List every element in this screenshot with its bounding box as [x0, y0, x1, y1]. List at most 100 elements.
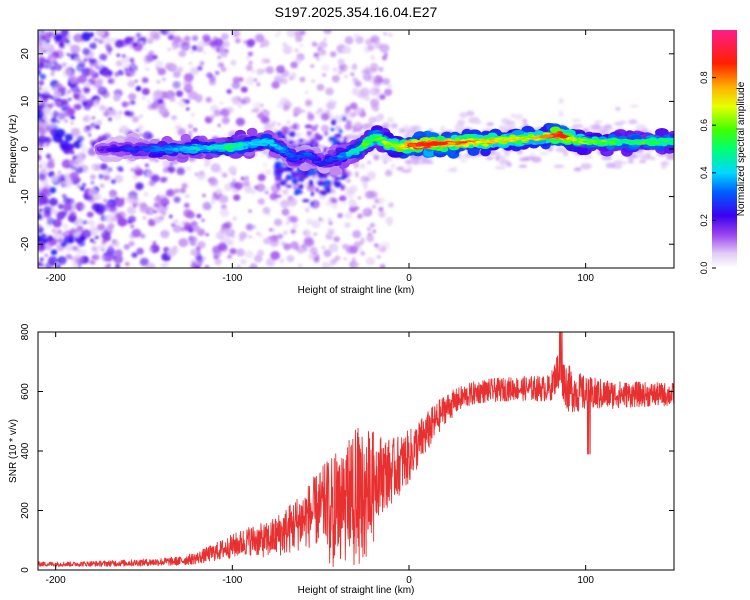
noise-blob [87, 196, 95, 203]
noise-blob [75, 217, 84, 225]
noise-blob [367, 232, 372, 237]
noise-blob [226, 239, 234, 246]
noise-blob [278, 166, 286, 173]
noise-blob [167, 248, 177, 257]
noise-blob [344, 109, 350, 115]
noise-blob [76, 94, 87, 103]
noise-blob [52, 110, 59, 117]
noise-blob [172, 81, 181, 89]
noise-blob [338, 64, 344, 69]
noise-blob [294, 246, 299, 251]
noise-blob [264, 123, 276, 128]
noise-blob [108, 244, 114, 251]
noise-blob [154, 196, 160, 202]
noise-blob [165, 95, 170, 100]
noise-blob [64, 133, 74, 142]
noise-blob [265, 258, 276, 267]
noise-blob [73, 154, 84, 164]
noise-blob [495, 156, 500, 161]
noise-blob [350, 72, 355, 77]
noise-blob [66, 89, 72, 94]
noise-blob [183, 221, 190, 227]
noise-blob [328, 261, 334, 267]
noise-blob [100, 163, 108, 171]
noise-blob [68, 97, 72, 101]
noise-blob [167, 62, 176, 70]
noise-blob [316, 180, 325, 187]
noise-blob [362, 182, 368, 188]
noise-blob [387, 116, 395, 124]
noise-blob [49, 95, 55, 100]
noise-blob [359, 240, 364, 245]
noise-blob [290, 229, 296, 234]
noise-blob [400, 169, 412, 173]
noise-blob [283, 243, 291, 251]
noise-blob [499, 126, 504, 130]
noise-blob [352, 129, 357, 133]
noise-blob [104, 174, 111, 181]
noise-blob [114, 39, 124, 48]
noise-blob [372, 229, 377, 234]
noise-blob [79, 142, 85, 147]
noise-blob [69, 159, 75, 165]
noise-blob [328, 229, 334, 235]
noise-blob [131, 252, 138, 258]
noise-blob [376, 254, 381, 259]
noise-blob [302, 247, 308, 253]
noise-blob [601, 155, 613, 161]
noise-blob [387, 32, 393, 38]
noise-blob [288, 76, 294, 81]
noise-blob [369, 222, 375, 228]
noise-blob [192, 225, 201, 233]
noise-blob [344, 36, 354, 45]
noise-blob [86, 220, 90, 225]
noise-blob [273, 128, 278, 133]
noise-blob [539, 151, 549, 156]
noise-blob [263, 237, 271, 245]
noise-blob [188, 212, 195, 218]
noise-blob [305, 218, 314, 226]
noise-blob [344, 222, 351, 229]
noise-blob [196, 213, 202, 219]
noise-blob [354, 171, 359, 178]
noise-blob [48, 197, 59, 206]
noise-blob [352, 230, 362, 239]
noise-blob [40, 111, 44, 115]
noise-blob [390, 123, 398, 129]
noise-blob [152, 241, 157, 245]
noise-blob [331, 75, 340, 83]
noise-blob [363, 186, 368, 191]
noise-blob [89, 226, 99, 236]
noise-blob [307, 253, 315, 260]
noise-blob [91, 245, 101, 255]
noise-blob [215, 44, 225, 54]
noise-blob [310, 141, 314, 146]
noise-blob [190, 112, 196, 118]
noise-blob [143, 192, 149, 197]
noise-blob [69, 150, 75, 155]
noise-blob [86, 211, 94, 218]
noise-blob [223, 228, 232, 236]
noise-blob [346, 178, 351, 183]
noise-blob [369, 98, 380, 108]
noise-blob [333, 181, 342, 188]
noise-blob [275, 166, 280, 170]
noise-blob [209, 99, 213, 103]
noise-blob [331, 119, 337, 126]
noise-blob [139, 114, 143, 118]
noise-blob [41, 187, 49, 195]
noise-blob [558, 110, 564, 118]
noise-blob [199, 61, 205, 66]
noise-blob [337, 212, 343, 219]
noise-blob [366, 171, 377, 180]
ridge-blob [265, 140, 273, 144]
noise-blob [238, 105, 242, 108]
noise-blob [111, 179, 117, 184]
noise-blob [89, 259, 95, 265]
noise-blob [58, 41, 64, 47]
noise-blob [221, 116, 230, 125]
noise-blob [76, 64, 85, 72]
noise-blob [304, 90, 309, 95]
